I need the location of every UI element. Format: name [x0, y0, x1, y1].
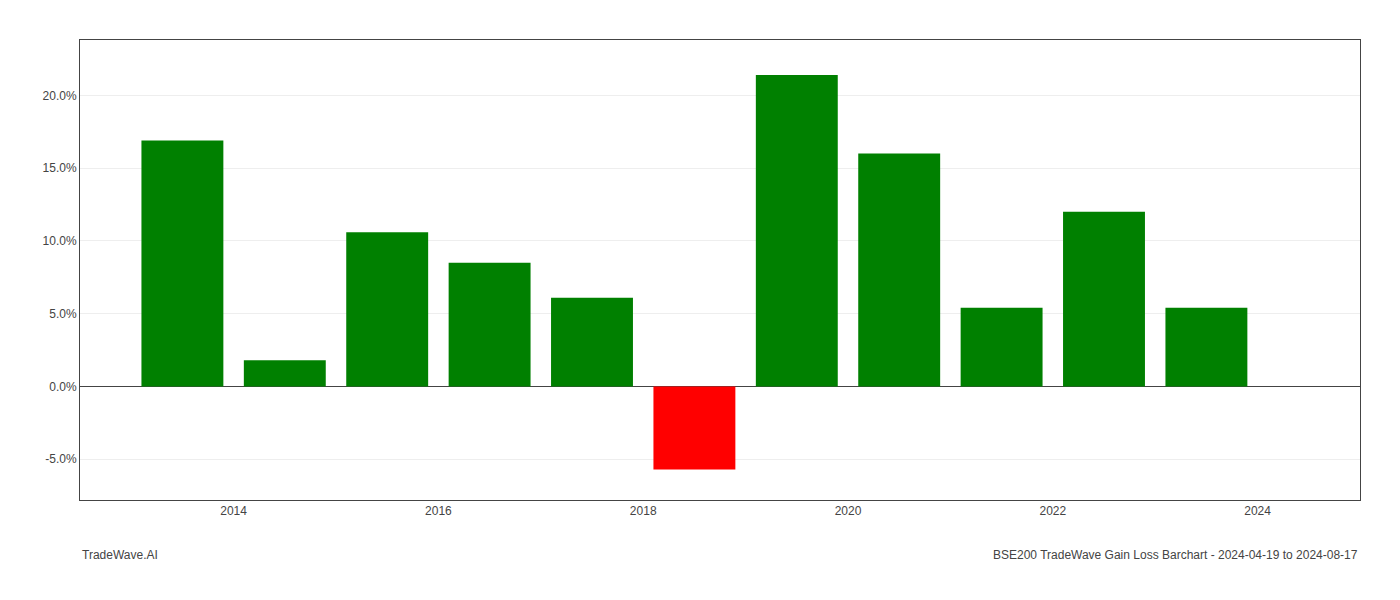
svg-text:2022: 2022 — [1039, 504, 1066, 518]
svg-text:15.0%: 15.0% — [43, 161, 77, 175]
svg-text:2018: 2018 — [630, 504, 657, 518]
svg-text:2024: 2024 — [1244, 504, 1271, 518]
svg-text:TradeWave.AI: TradeWave.AI — [82, 548, 158, 562]
svg-text:0.0%: 0.0% — [49, 380, 77, 394]
svg-text:2020: 2020 — [835, 504, 862, 518]
svg-text:20.0%: 20.0% — [43, 89, 77, 103]
svg-text:-5.0%: -5.0% — [45, 452, 77, 466]
svg-text:2014: 2014 — [220, 504, 247, 518]
svg-text:BSE200 TradeWave Gain Loss Bar: BSE200 TradeWave Gain Loss Barchart - 20… — [993, 548, 1358, 562]
svg-text:10.0%: 10.0% — [43, 234, 77, 248]
svg-text:5.0%: 5.0% — [49, 307, 77, 321]
svg-text:2016: 2016 — [425, 504, 452, 518]
